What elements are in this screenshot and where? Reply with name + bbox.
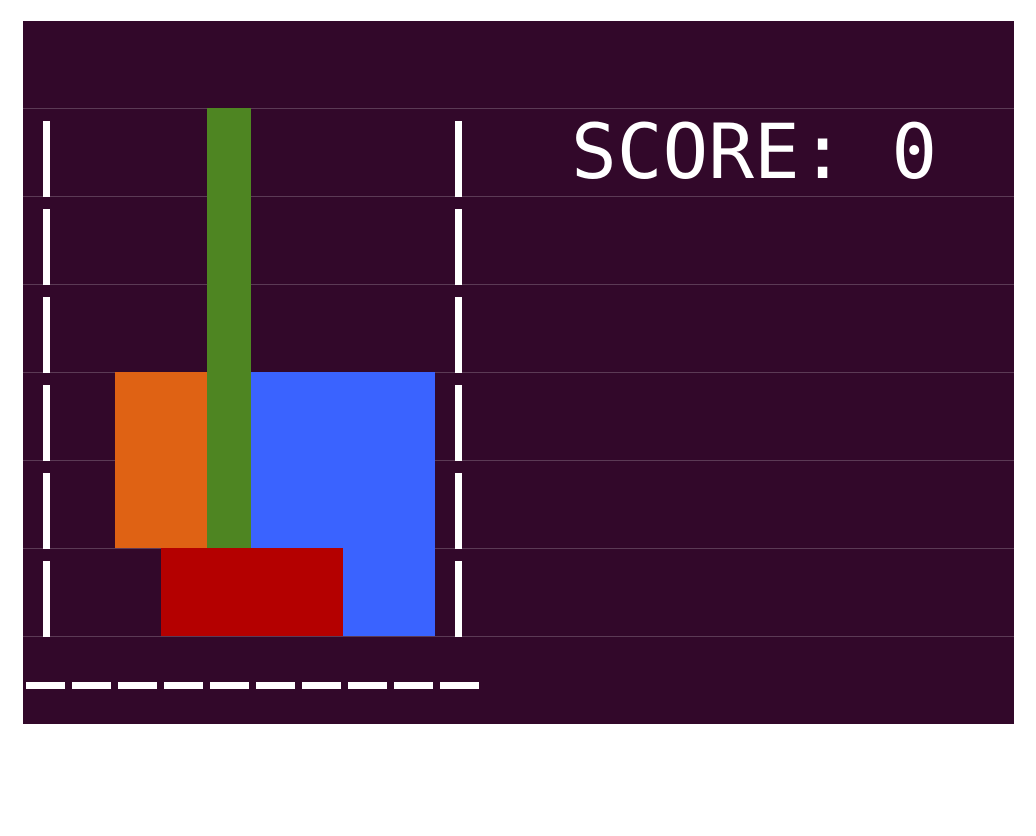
floor-segment [26, 682, 65, 689]
grid-line [23, 548, 1014, 549]
grid-line [23, 636, 1014, 637]
grid-line [23, 284, 1014, 285]
right-wall-segment [455, 473, 462, 549]
score-label: SCORE: [571, 107, 846, 196]
game-board: SCORE: 0 [23, 21, 1014, 724]
score-display: SCORE: 0 [571, 114, 937, 190]
red-block [161, 548, 343, 636]
green-block [207, 108, 251, 548]
grid-line [23, 460, 1014, 461]
floor-segment [348, 682, 387, 689]
floor-segment [256, 682, 295, 689]
floor-segment [72, 682, 111, 689]
floor-segment [210, 682, 249, 689]
floor-segment [440, 682, 479, 689]
grid-line [23, 196, 1014, 197]
left-wall-segment [43, 385, 50, 461]
left-wall-segment [43, 209, 50, 285]
floor-segment [164, 682, 203, 689]
left-wall-segment [43, 561, 50, 637]
left-wall-segment [43, 473, 50, 549]
left-wall-segment [43, 297, 50, 373]
floor-segment [302, 682, 341, 689]
left-wall-segment [43, 121, 50, 197]
blue-block-lower [343, 548, 435, 636]
floor-segment [394, 682, 433, 689]
score-value: 0 [891, 107, 938, 196]
right-wall-segment [455, 561, 462, 637]
orange-block [115, 372, 207, 548]
grid-line [23, 108, 1014, 109]
floor-segment [118, 682, 157, 689]
right-wall-segment [455, 385, 462, 461]
blue-block [251, 372, 435, 548]
grid-line [23, 372, 1014, 373]
right-wall-segment [455, 121, 462, 197]
right-wall-segment [455, 297, 462, 373]
right-wall-segment [455, 209, 462, 285]
